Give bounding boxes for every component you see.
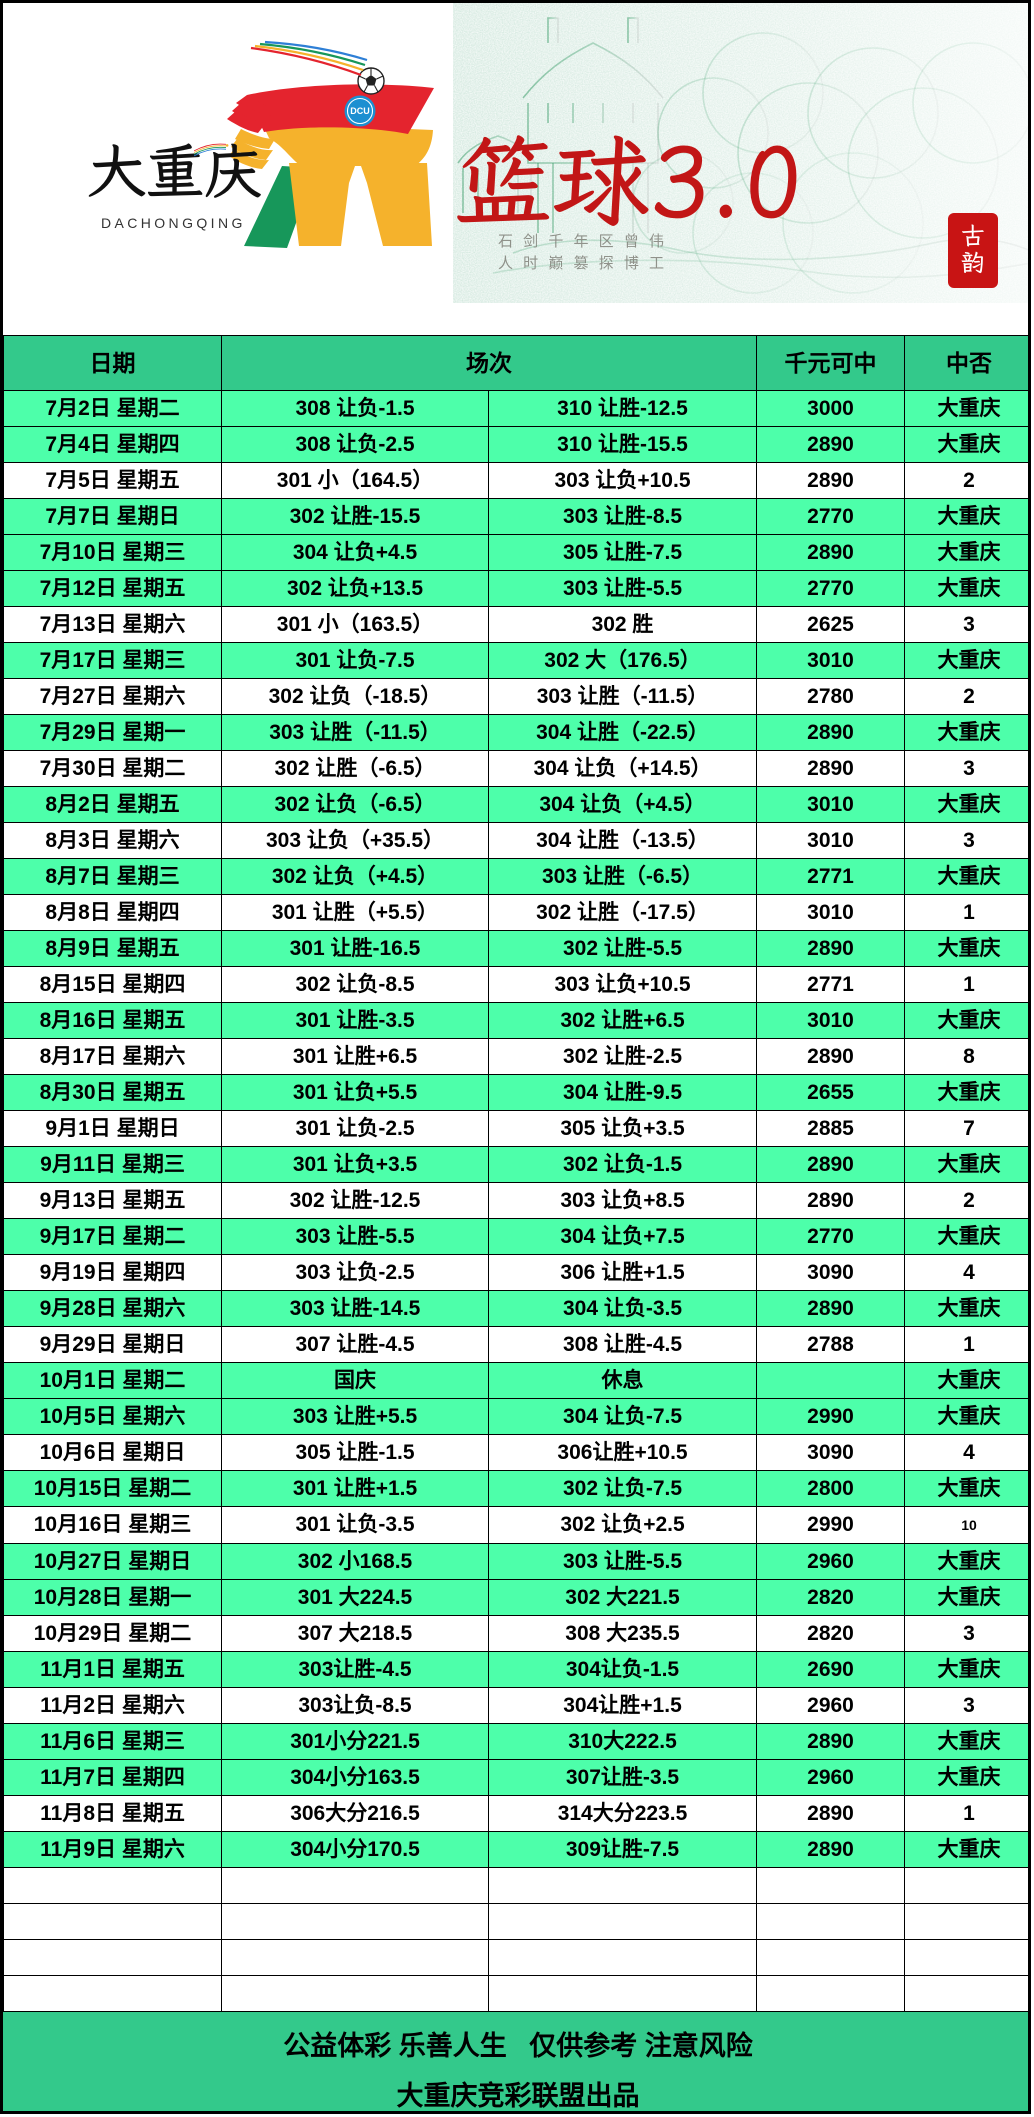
svg-text:DCU: DCU <box>350 106 370 116</box>
